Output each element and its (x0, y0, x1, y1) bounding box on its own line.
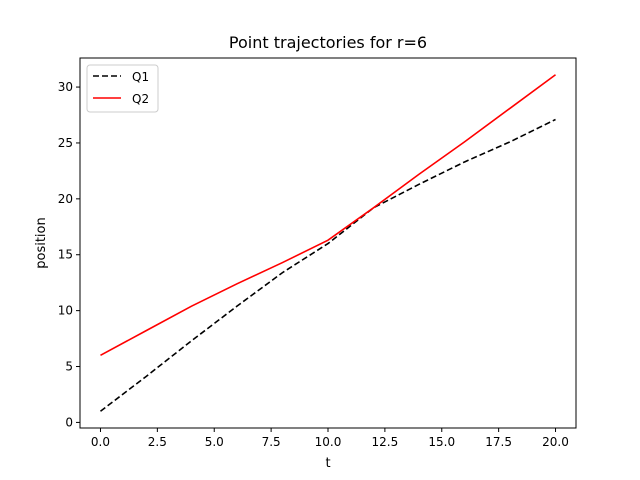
y-tick-label: 15 (58, 248, 73, 262)
x-tick-label: 2.5 (148, 435, 167, 449)
x-tick-label: 15.0 (428, 435, 455, 449)
x-axis-label: t (325, 456, 330, 471)
x-tick-label: 7.5 (262, 435, 281, 449)
plot-lines (99, 74, 556, 412)
y-axis-ticks: 0 5 10 15 20 25 30 (58, 80, 80, 429)
x-tick-label: 10.0 (315, 435, 342, 449)
series-line-q2 (100, 74, 556, 357)
x-tick-label: 20.0 (542, 435, 569, 449)
y-tick-label: 5 (65, 360, 73, 374)
y-tick-label: 30 (58, 80, 73, 94)
chart-title: Point trajectories for r=6 (229, 33, 427, 52)
legend-label-q2: Q2 (132, 92, 149, 106)
x-tick-label: 0.0 (91, 435, 110, 449)
y-tick-label: 20 (58, 192, 73, 206)
y-axis-label: position (34, 217, 49, 269)
x-tick-label: 5.0 (205, 435, 224, 449)
y-tick-label: 10 (58, 304, 73, 318)
y-tick-label: 25 (58, 136, 73, 150)
legend: Q1 Q2 (86, 64, 159, 113)
x-tick-label: 17.5 (485, 435, 512, 449)
series-line-q1 (99, 118, 556, 412)
x-axis-ticks: 0.0 2.5 5.0 7.5 10.0 12.5 15.0 17.5 20.0 (91, 428, 569, 449)
x-tick-label: 12.5 (372, 435, 399, 449)
legend-label-q1: Q1 (132, 70, 149, 84)
y-tick-label: 0 (65, 415, 73, 429)
